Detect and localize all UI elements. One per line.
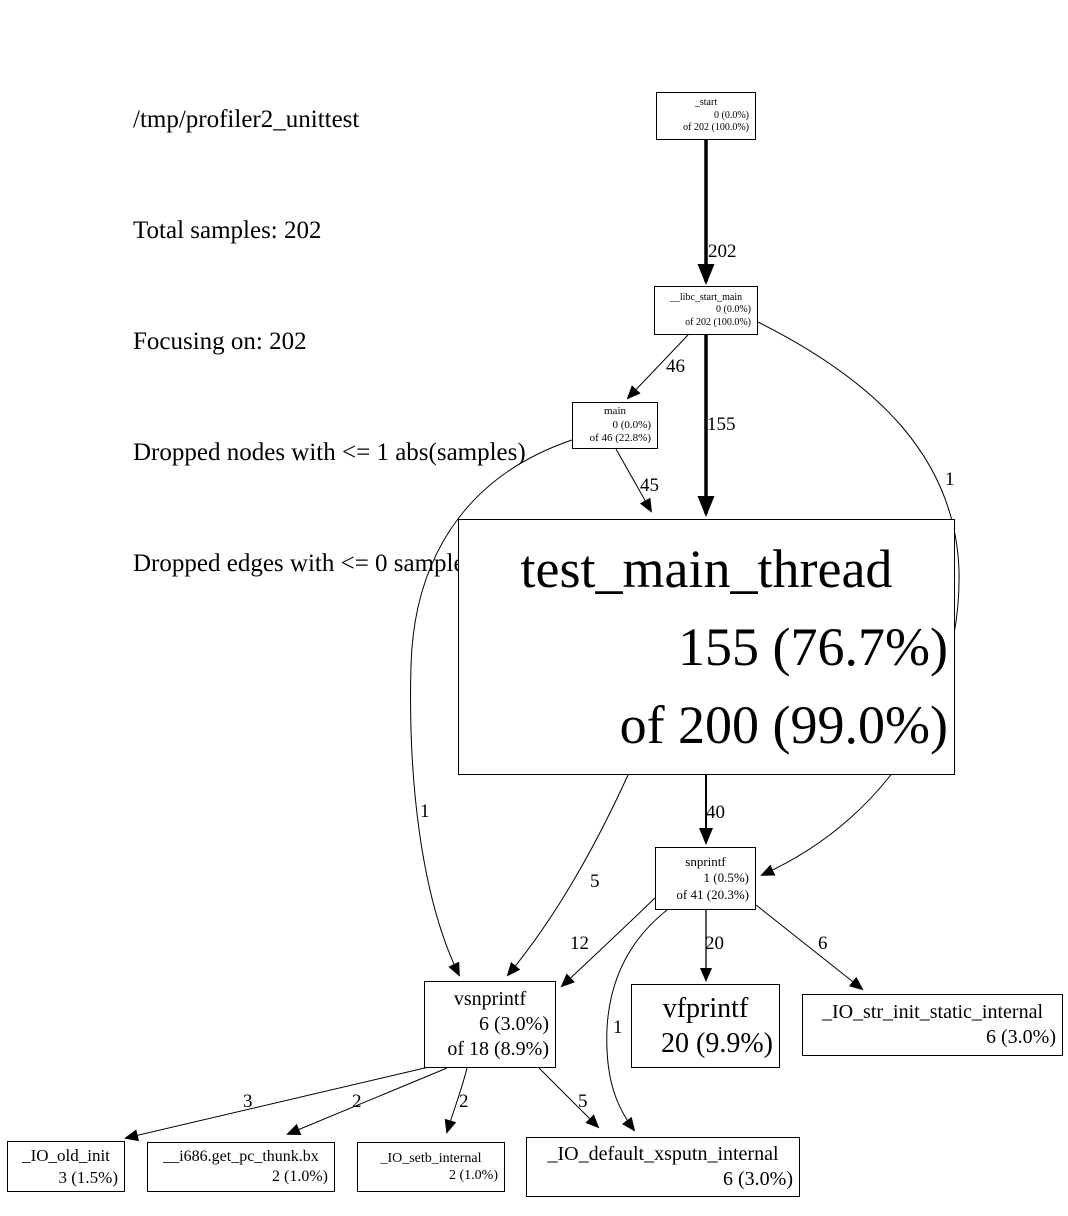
node-test-total: of 200 (99.0%) [619, 695, 948, 756]
node-snprintf-label: snprintf [685, 854, 726, 870]
node-main-total: of 46 (22.8%) [589, 432, 651, 445]
edge-libc-main [626, 334, 689, 400]
dropped-edges-line: Dropped edges with <= 0 samples [133, 550, 475, 577]
edge-weight-snprintf-vfprintf: 20 [705, 933, 724, 954]
edge-weight-vsnprintf-ioold: 3 [243, 1091, 253, 1112]
edge-vsnprintf-setb [444, 1067, 468, 1134]
edge-weight-test-snprintf: 40 [706, 802, 725, 823]
edge-weight-start-libc: 202 [708, 241, 737, 262]
node-main: main 0 (0.0%) of 46 (22.8%) [572, 402, 658, 449]
node-start-self: 0 (0.0%) [714, 109, 749, 121]
edge-weight-libc-snprintf: 1 [945, 469, 955, 490]
edge-snprintf-vsnprintf [560, 896, 657, 988]
profile-summary: /tmp/profiler2_unittest Total samples: 2… [133, 27, 526, 619]
edge-main-test [615, 448, 652, 513]
node-libc-label: __libc_start_main [669, 291, 743, 303]
node-io-str-init-static-internal: _IO_str_init_static_internal 6 (3.0%) [802, 994, 1063, 1056]
node-vsnprintf: vsnprintf 6 (3.0%) of 18 (8.9%) [424, 981, 556, 1068]
node-i686-label: __i686.get_pc_thunk.bx [163, 1148, 319, 1165]
node-i686-self: 2 (1.0%) [272, 1168, 328, 1185]
node-ioold-label: _IO_old_init [22, 1146, 110, 1166]
profile-binary-path: /tmp/profiler2_unittest [133, 106, 360, 133]
edge-weight-vsnprintf-setb: 2 [459, 1091, 469, 1112]
node-main-self: 0 (0.0%) [612, 418, 652, 431]
node-snprintf: snprintf 1 (0.5%) of 41 (20.3%) [655, 847, 756, 910]
node-libc-total: of 202 (100.0%) [685, 316, 751, 328]
node-libc-self: 0 (0.0%) [716, 304, 751, 316]
node-test-self: 155 (76.7%) [678, 616, 948, 677]
node-io-old-init: _IO_old_init 3 (1.5%) [7, 1141, 125, 1192]
node-io-setb-internal: _IO_setb_internal 2 (1.0%) [357, 1142, 505, 1192]
node-start-label: _start [694, 97, 718, 109]
node-test-main-thread: test_main_thread 155 (76.7%) of 200 (99.… [458, 519, 955, 775]
node-vsnprintf-label: vsnprintf [453, 988, 527, 1010]
node-vsnprintf-self: 6 (3.0%) [479, 1013, 549, 1035]
node-vsnprintf-total: of 18 (8.9%) [447, 1038, 549, 1060]
edge-test-vsnprintf [506, 774, 629, 977]
node-snprintf-total: of 41 (20.3%) [676, 886, 749, 902]
edge-weight-snprintf-vsnprintf: 12 [570, 933, 589, 954]
node-start: _start 0 (0.0%) of 202 (100.0%) [656, 92, 756, 140]
edge-weight-vsnprintf-i686: 2 [352, 1091, 362, 1112]
edge-weight-libc-main: 46 [666, 356, 685, 377]
node-io-default-xsputn-internal: _IO_default_xsputn_internal 6 (3.0%) [526, 1137, 800, 1197]
node-xsputn-label: _IO_default_xsputn_internal [547, 1143, 779, 1165]
focusing-on-line: Focusing on: 202 [133, 328, 307, 355]
node-main-label: main [604, 404, 626, 417]
node-libc-start-main: __libc_start_main 0 (0.0%) of 202 (100.0… [654, 286, 758, 335]
node-vfprintf: vfprintf 20 (9.9%) [631, 984, 780, 1068]
node-iostr-label: _IO_str_init_static_internal [821, 1001, 1044, 1023]
edge-vsnprintf-ioold [124, 1066, 430, 1142]
node-snprintf-self: 1 (0.5%) [703, 870, 750, 886]
edge-main-vsnprintf [410, 439, 573, 977]
dropped-nodes-line: Dropped nodes with <= 1 abs(samples) [133, 439, 526, 466]
node-setb-label: _IO_setb_internal [380, 1150, 482, 1166]
node-test-label: test_main_thread [520, 538, 893, 599]
node-setb-self: 2 (1.0%) [449, 1168, 498, 1183]
node-vfprintf-self: 20 (9.9%) [661, 1028, 773, 1059]
edge-weight-vsnprintf-xsputn: 5 [578, 1091, 588, 1112]
total-samples-line: Total samples: 202 [133, 217, 322, 244]
edge-snprintf-xsputn [606, 909, 668, 1132]
edge-weight-snprintf-iostr: 6 [818, 933, 828, 954]
node-start-total: of 202 (100.0%) [683, 122, 749, 134]
node-i686-get-pc-thunk: __i686.get_pc_thunk.bx 2 (1.0%) [147, 1142, 335, 1192]
edge-weight-snprintf-xsputn: 1 [613, 1017, 623, 1038]
node-iostr-self: 6 (3.0%) [986, 1026, 1056, 1048]
edge-vsnprintf-xsputn [538, 1067, 600, 1129]
edge-weight-test-vsnprintf: 5 [590, 871, 600, 892]
node-ioold-self: 3 (1.5%) [58, 1167, 118, 1187]
node-vfprintf-label: vfprintf [662, 993, 749, 1024]
edge-libc-snprintf [757, 321, 960, 876]
edge-weight-libc-test: 155 [707, 414, 736, 435]
node-xsputn-self: 6 (3.0%) [723, 1168, 793, 1190]
edge-vsnprintf-i686 [286, 1067, 448, 1135]
edge-weight-main-test: 45 [640, 475, 659, 496]
edge-weight-main-vsnprintf: 1 [420, 801, 430, 822]
edge-snprintf-iostr [755, 904, 864, 991]
